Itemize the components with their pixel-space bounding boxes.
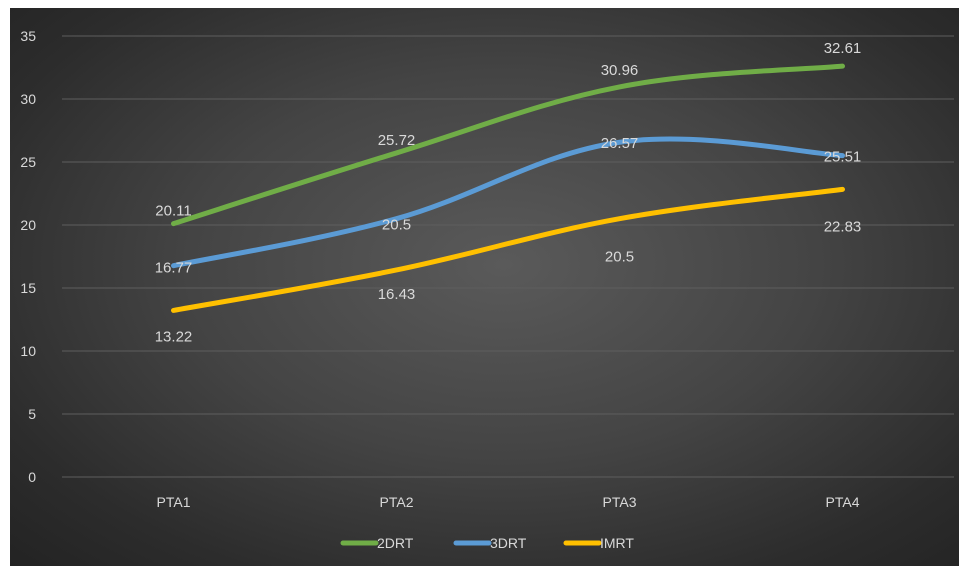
y-tick-label: 25 [20, 154, 36, 170]
data-label-2drt: 32.61 [824, 40, 862, 57]
series-lines [171, 63, 845, 313]
data-label-imrt: 16.43 [378, 286, 416, 303]
data-label-imrt: 13.22 [155, 328, 193, 345]
x-axis-tick-labels: PTA1 PTA2 PTA3 PTA4 [157, 494, 860, 510]
data-label-2drt: 30.96 [601, 62, 639, 79]
series-line-imrt [171, 186, 845, 313]
y-tick-label: 10 [20, 343, 36, 359]
legend-label-2drt: 2DRT [377, 535, 414, 551]
data-label-3drt: 26.57 [601, 135, 639, 152]
legend: 2DRT 3DRT IMRT [340, 535, 634, 551]
legend-label-imrt: IMRT [600, 535, 634, 551]
data-label-imrt: 20.5 [605, 249, 634, 266]
x-tick-label: PTA4 [826, 494, 860, 510]
data-label-2drt: 25.72 [378, 132, 416, 149]
legend-label-3drt: 3DRT [490, 535, 527, 551]
series-line-3drt [171, 136, 845, 269]
data-label-imrt: 22.83 [824, 218, 862, 235]
x-tick-label: PTA3 [603, 494, 637, 510]
data-label-3drt: 16.77 [155, 260, 193, 277]
series-line-2drt [171, 63, 845, 227]
y-tick-label: 30 [20, 91, 36, 107]
y-tick-label: 0 [28, 469, 36, 485]
y-axis-tick-labels: 0 5 10 15 20 25 30 35 [20, 28, 36, 485]
data-label-2drt: 20.11 [155, 203, 191, 220]
y-tick-label: 20 [20, 217, 36, 233]
y-tick-label: 35 [20, 28, 36, 44]
gridlines [62, 35, 954, 478]
data-labels: 20.11 25.72 30.96 32.61 16.77 20.5 26.57 25.51 1… [155, 40, 862, 345]
y-tick-label: 15 [20, 280, 36, 296]
chart-area: 0 5 10 15 20 25 30 35 PTA1 PTA2 PTA3 PTA4 20.11 25.… [10, 8, 959, 566]
x-tick-label: PTA1 [157, 494, 191, 510]
line-chart: 0 5 10 15 20 25 30 35 PTA1 PTA2 PTA3 PTA4 20.11 25.… [20, 28, 954, 551]
data-label-3drt: 20.5 [382, 217, 411, 234]
y-tick-label: 5 [28, 406, 36, 422]
data-label-3drt: 25.51 [824, 149, 862, 166]
x-tick-label: PTA2 [380, 494, 414, 510]
